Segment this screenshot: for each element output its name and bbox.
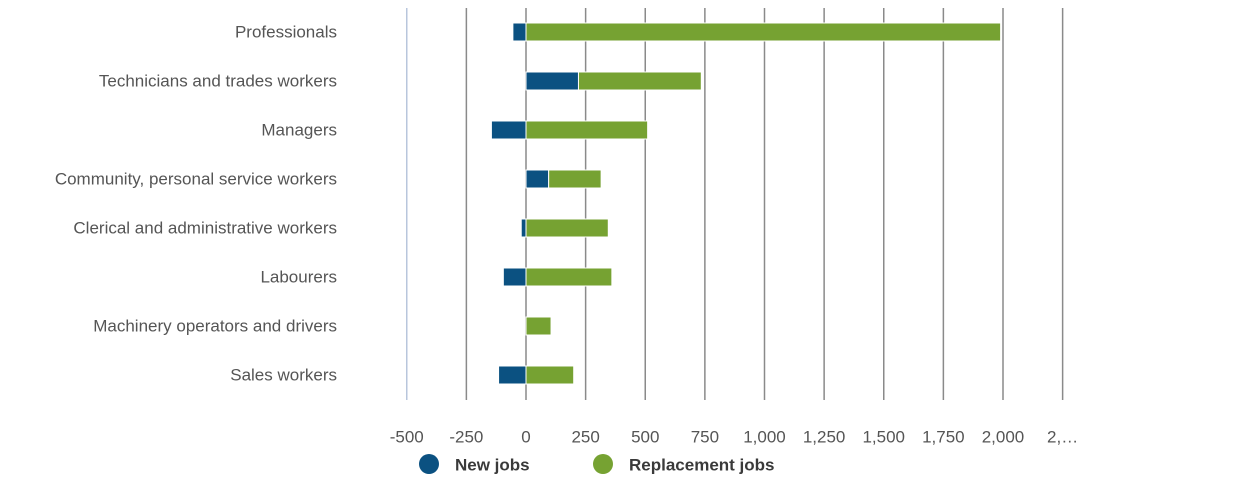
bar-replacement-jobs-1 [577, 71, 702, 91]
bar-replacement-jobs-4 [525, 218, 609, 238]
x-tick-label: -250 [449, 428, 483, 447]
x-tick-label: 250 [571, 428, 599, 447]
bar-replacement-jobs-2 [525, 120, 649, 140]
x-tick-label: 750 [691, 428, 719, 447]
legend-label-new-jobs: New jobs [455, 456, 530, 475]
x-tick-label: 1,000 [743, 428, 786, 447]
bar-replacement-jobs-7 [525, 365, 575, 385]
bar-new-jobs-0 [512, 22, 527, 42]
category-labels: Professionals Technicians and trades work… [55, 23, 337, 385]
legend-swatch-replacement-jobs [593, 454, 613, 474]
x-tick-label: 1,250 [803, 428, 846, 447]
bar-new-jobs-1 [525, 71, 579, 91]
bar-new-jobs-5 [502, 267, 527, 287]
bars [490, 22, 1002, 385]
legend-label-replacement-jobs: Replacement jobs [629, 456, 775, 475]
category-label: Technicians and trades workers [99, 72, 337, 91]
x-tick-label: 2,… [1047, 428, 1078, 447]
category-label: Community, personal service workers [55, 170, 337, 189]
bar-replacement-jobs-0 [525, 22, 1002, 42]
bar-new-jobs-3 [525, 169, 550, 189]
gridlines [406, 8, 1064, 400]
bar-new-jobs-4 [520, 218, 527, 238]
bar-replacement-jobs-6 [525, 316, 552, 336]
bar-new-jobs-2 [490, 120, 527, 140]
category-label: Clerical and administrative workers [73, 219, 337, 238]
x-tick-label: 0 [521, 428, 530, 447]
x-tick-label: 500 [631, 428, 659, 447]
category-label: Sales workers [230, 366, 337, 385]
x-tick-label: 2,000 [982, 428, 1025, 447]
category-label: Labourers [260, 268, 337, 287]
bar-replacement-jobs-5 [525, 267, 613, 287]
bar-replacement-jobs-3 [548, 169, 602, 189]
category-label: Professionals [235, 23, 337, 42]
legend-swatch-new-jobs [419, 454, 439, 474]
legend: New jobs Replacement jobs [419, 454, 775, 475]
x-tick-label: 1,500 [862, 428, 905, 447]
category-label: Managers [261, 121, 337, 140]
bar-new-jobs-7 [498, 365, 527, 385]
category-label: Machinery operators and drivers [93, 317, 337, 336]
x-axis-tick-labels: -500 -250 0 250 500 750 1,000 1,250 1,500 1,750 2,… [390, 428, 1078, 447]
x-tick-label: 1,750 [922, 428, 965, 447]
x-tick-label: -500 [390, 428, 424, 447]
